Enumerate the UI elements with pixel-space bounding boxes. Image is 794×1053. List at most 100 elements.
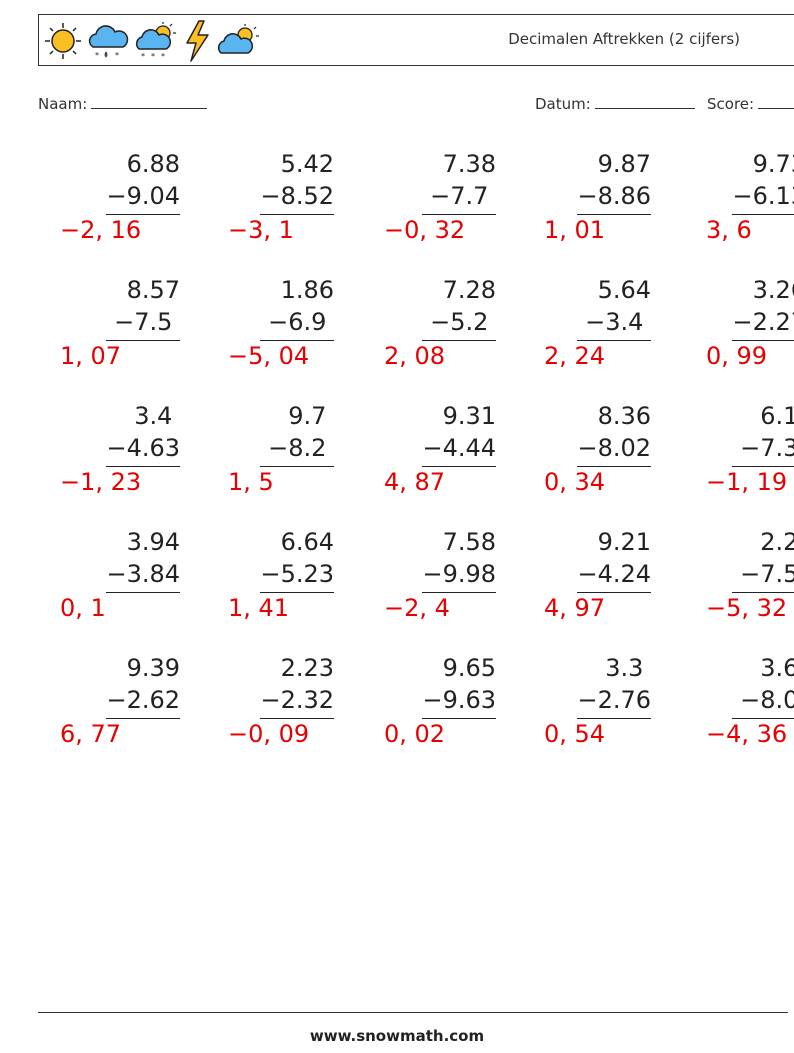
answer: 3, 6 xyxy=(706,216,752,244)
date-label: Datum: xyxy=(535,95,591,113)
footer-site: www.snowmath.com xyxy=(309,1027,485,1045)
answer-rule xyxy=(106,214,180,215)
subtrahend: −2.27 xyxy=(732,308,794,336)
worksheet-title: Decimalen Aftrekken (2 cijfers) xyxy=(508,30,740,48)
subtrahend: −7.3 xyxy=(740,434,794,462)
minuend: 2.2 xyxy=(760,528,794,556)
answer-rule xyxy=(577,340,651,341)
problem-19: 9.21 −4.24 4, 97 xyxy=(491,528,651,638)
subtrahend: −8.02 xyxy=(577,434,651,462)
problem-3: 7.38 −7.7 −0, 32 xyxy=(336,150,496,260)
minuend: 8.57 xyxy=(126,276,180,304)
answer-rule xyxy=(260,592,334,593)
answer-rule xyxy=(260,214,334,215)
score-blank[interactable] xyxy=(758,94,794,109)
minuend: 3.4 xyxy=(134,402,180,430)
footer-divider xyxy=(38,1012,788,1013)
subtrahend: −9.98 xyxy=(422,560,496,588)
answer-rule xyxy=(106,718,180,719)
subtrahend: −8.2 xyxy=(268,434,334,462)
problem-17: 6.64 −5.23 1, 41 xyxy=(174,528,334,638)
answer-rule xyxy=(577,466,651,467)
name-field: Naam: xyxy=(38,94,208,113)
minuend: 9.31 xyxy=(442,402,496,430)
answer-rule xyxy=(422,718,496,719)
answer: 1, 5 xyxy=(228,468,274,496)
minuend: 9.73 xyxy=(752,150,794,178)
problem-13: 9.31 −4.44 4, 87 xyxy=(336,402,496,512)
subtrahend: −4.44 xyxy=(422,434,496,462)
svg-text:*: * xyxy=(95,51,99,60)
problem-23: 9.65 −9.63 0, 02 xyxy=(336,654,496,764)
problem-15: 6.1 −7.3 −1, 19 xyxy=(646,402,794,512)
svg-text:*: * xyxy=(115,51,119,60)
answer-rule xyxy=(260,340,334,341)
minuend: 7.28 xyxy=(442,276,496,304)
problem-14: 8.36 −8.02 0, 34 xyxy=(491,402,651,512)
weather-icons: * * * * * xyxy=(43,17,261,65)
answer-rule xyxy=(732,214,794,215)
problem-25: 3.6 −8.0 −4, 36 xyxy=(646,654,794,764)
answer-rule xyxy=(422,466,496,467)
problem-5: 9.73 −6.13 3, 6 xyxy=(646,150,794,260)
subtrahend: −5.23 xyxy=(260,560,334,588)
answer: 0, 02 xyxy=(384,720,446,748)
answer-rule xyxy=(422,340,496,341)
subtrahend: −2.32 xyxy=(260,686,334,714)
minuend: 9.87 xyxy=(597,150,651,178)
problem-20: 2.2 −7.5 −5, 32 xyxy=(646,528,794,638)
subtrahend: −9.63 xyxy=(422,686,496,714)
answer-rule xyxy=(422,592,496,593)
subtrahend: −8.86 xyxy=(577,182,651,210)
answer-rule xyxy=(577,592,651,593)
subtrahend: −7.5 xyxy=(114,308,180,336)
name-blank[interactable] xyxy=(91,94,208,109)
subtrahend: −8.0 xyxy=(740,686,794,714)
answer-rule xyxy=(577,214,651,215)
score-label: Score: xyxy=(707,95,755,113)
answer: −1, 19 xyxy=(706,468,788,496)
name-label: Naam: xyxy=(38,95,88,113)
answer: −5, 04 xyxy=(228,342,310,370)
svg-text:*: * xyxy=(141,52,145,61)
problem-7: 1.86 −6.9 −5, 04 xyxy=(174,276,334,386)
answer: −1, 23 xyxy=(60,468,142,496)
problem-11: 3.4 −4.63 −1, 23 xyxy=(20,402,180,512)
answer: 2, 08 xyxy=(384,342,446,370)
problem-18: 7.58 −9.98 −2, 4 xyxy=(336,528,496,638)
minuend: 2.23 xyxy=(280,654,334,682)
answer-rule xyxy=(577,718,651,719)
answer: 6, 77 xyxy=(60,720,122,748)
answer: 0, 34 xyxy=(544,468,606,496)
score-field: Score: xyxy=(707,94,794,113)
svg-text:*: * xyxy=(161,52,165,61)
minuend: 9.21 xyxy=(597,528,651,556)
answer-rule xyxy=(260,466,334,467)
subtrahend: −4.63 xyxy=(106,434,180,462)
answer: 1, 07 xyxy=(60,342,122,370)
answer: 4, 87 xyxy=(384,468,446,496)
problem-22: 2.23 −2.32 −0, 09 xyxy=(174,654,334,764)
subtrahend: −6.9 xyxy=(268,308,334,336)
answer: −3, 1 xyxy=(228,216,294,244)
answer: 0, 99 xyxy=(706,342,768,370)
svg-text:*: * xyxy=(151,52,155,61)
minuend: 1.86 xyxy=(280,276,334,304)
minuend: 3.3 xyxy=(605,654,651,682)
minuend: 6.64 xyxy=(280,528,334,556)
problem-21: 9.39 −2.62 6, 77 xyxy=(20,654,180,764)
answer: 1, 01 xyxy=(544,216,606,244)
minuend: 6.1 xyxy=(760,402,794,430)
subtrahend: −9.04 xyxy=(106,182,180,210)
lightning-icon xyxy=(186,20,209,62)
minuend: 9.7 xyxy=(288,402,334,430)
date-blank[interactable] xyxy=(594,94,695,109)
answer-rule xyxy=(732,466,794,467)
minuend: 5.64 xyxy=(597,276,651,304)
snow-cloud-icon: * * xyxy=(88,25,129,60)
answer-rule xyxy=(106,592,180,593)
minuend: 3.94 xyxy=(126,528,180,556)
problem-2: 5.42 −8.52 −3, 1 xyxy=(174,150,334,260)
answer: 1, 41 xyxy=(228,594,290,622)
minuend: 9.39 xyxy=(126,654,180,682)
